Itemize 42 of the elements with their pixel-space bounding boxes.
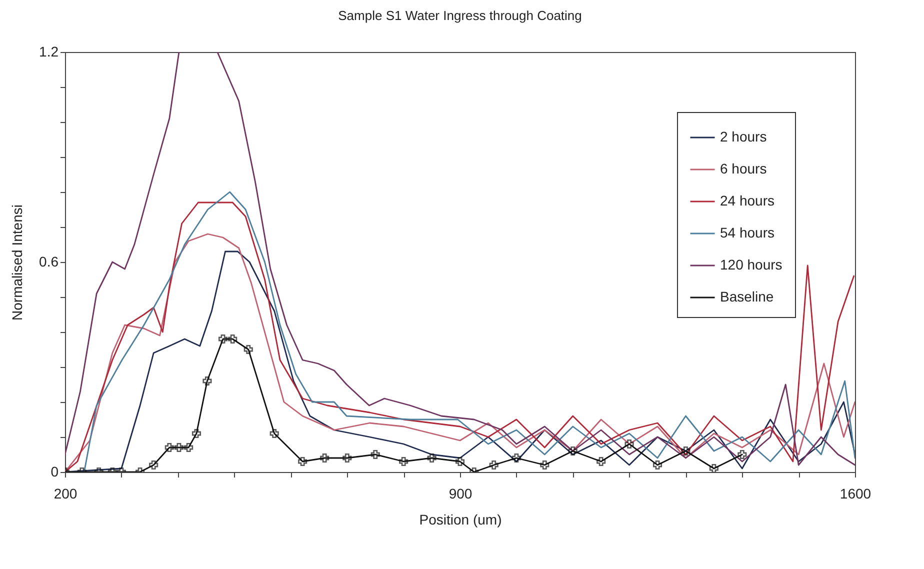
legend-label: 6 hours xyxy=(720,160,767,176)
point xyxy=(174,442,184,452)
point xyxy=(455,456,465,466)
point xyxy=(512,453,521,463)
chart-title: Sample S1 Water Ingress through Coating xyxy=(338,8,582,23)
point xyxy=(709,464,718,472)
point xyxy=(489,460,498,470)
y-tick-label: 1.2 xyxy=(39,44,59,60)
point xyxy=(738,450,747,460)
x-tick-label: 200 xyxy=(54,486,78,502)
x-tick-label: 1600 xyxy=(840,486,872,502)
point xyxy=(540,460,550,470)
point xyxy=(624,439,634,449)
legend-label: 2 hours xyxy=(720,128,767,144)
point xyxy=(681,446,690,456)
point xyxy=(427,453,436,463)
point xyxy=(399,456,408,466)
y-axis-title: Normalised Intensi xyxy=(9,204,26,320)
point xyxy=(228,334,238,344)
y-tick-label: 0.6 xyxy=(39,254,59,270)
legend-label: Baseline xyxy=(720,288,774,304)
point xyxy=(164,442,174,452)
legend-label: 54 hours xyxy=(720,224,774,240)
point xyxy=(192,428,201,438)
legend-label: 24 hours xyxy=(720,192,774,208)
y-tick-label: 0 xyxy=(50,464,59,480)
x-axis-title: Position (um) xyxy=(419,512,502,528)
point xyxy=(342,453,352,463)
point xyxy=(244,344,253,354)
point xyxy=(184,442,194,452)
point xyxy=(370,450,380,460)
point xyxy=(652,460,662,470)
point xyxy=(596,456,606,466)
point xyxy=(298,456,308,466)
point xyxy=(202,376,212,386)
x-tick-label: 900 xyxy=(448,486,472,502)
point xyxy=(270,428,279,438)
point xyxy=(568,446,578,456)
point xyxy=(320,453,330,463)
point xyxy=(149,460,158,470)
point xyxy=(218,334,228,344)
legend-label: 120 hours xyxy=(720,256,782,272)
